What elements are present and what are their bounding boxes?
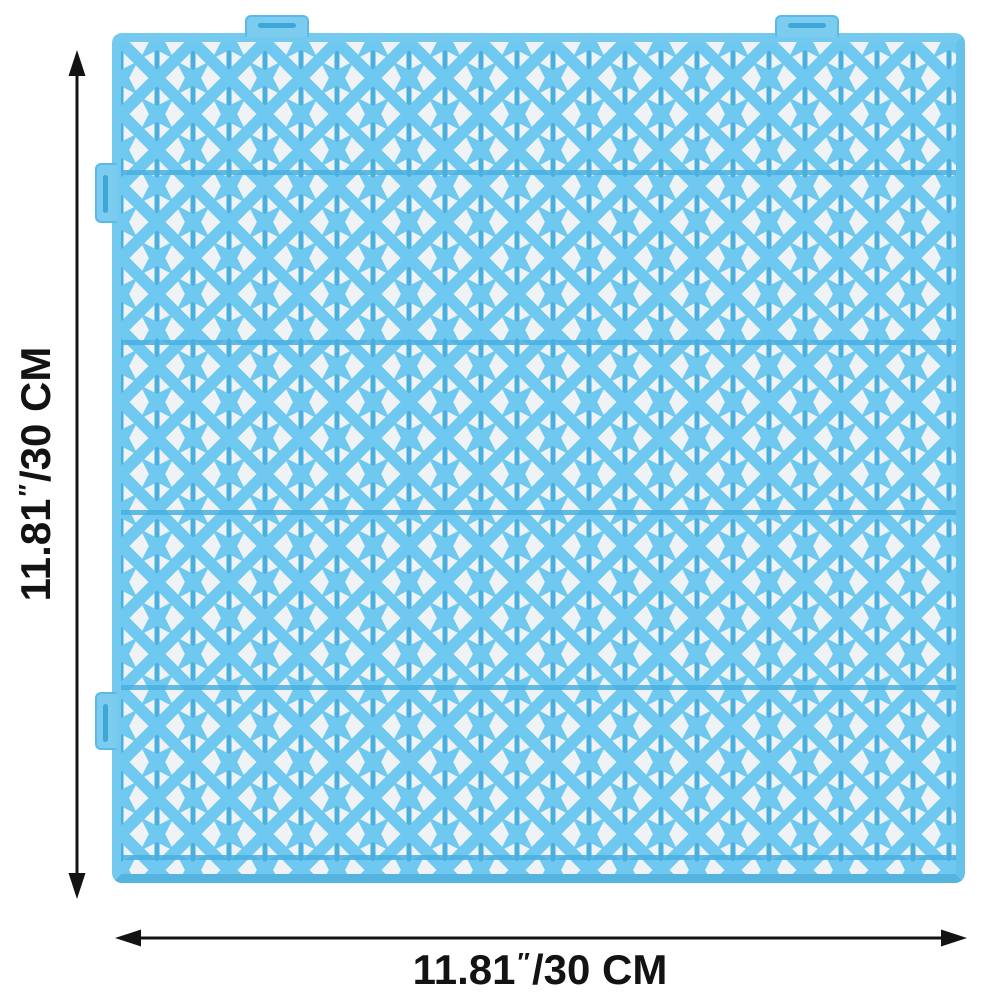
width-cm: /30 CM [531, 946, 668, 993]
tile-clip-left-upper [95, 163, 117, 223]
tile-surface [121, 42, 956, 874]
clip-slot [103, 175, 108, 213]
tile-seam-line [121, 170, 956, 175]
tile-lattice-pattern [121, 42, 956, 874]
arrow-up-icon [68, 50, 86, 76]
clip-slot [258, 23, 296, 28]
tile-clip-top-left [245, 15, 309, 37]
clip-slot [103, 704, 108, 742]
tile-seam-line [121, 510, 956, 515]
tile-image [95, 15, 965, 883]
height-cm: /30 CM [12, 346, 59, 483]
height-dimension-arrow [68, 50, 86, 899]
arrow-down-icon [68, 873, 86, 899]
clip-slot [788, 23, 826, 28]
tile-seam-line [121, 685, 956, 690]
inch-mark: ″ [13, 484, 43, 497]
height-dimension-label: 11.81″/30 CM [12, 347, 60, 602]
tile-seam-line [121, 340, 956, 345]
arrow-right-icon [941, 929, 967, 947]
width-dimension-arrow [115, 929, 967, 947]
width-dimension-label: 11.81″/30 CM [413, 946, 668, 994]
tile-seam-line [121, 855, 956, 860]
width-value: 11.81 [412, 946, 516, 993]
tile-clip-left-lower [95, 692, 117, 750]
inch-mark: ″ [517, 947, 530, 977]
arrow-left-icon [115, 929, 141, 947]
tile-clip-top-right [775, 15, 839, 37]
height-value: 11.81 [12, 498, 59, 602]
